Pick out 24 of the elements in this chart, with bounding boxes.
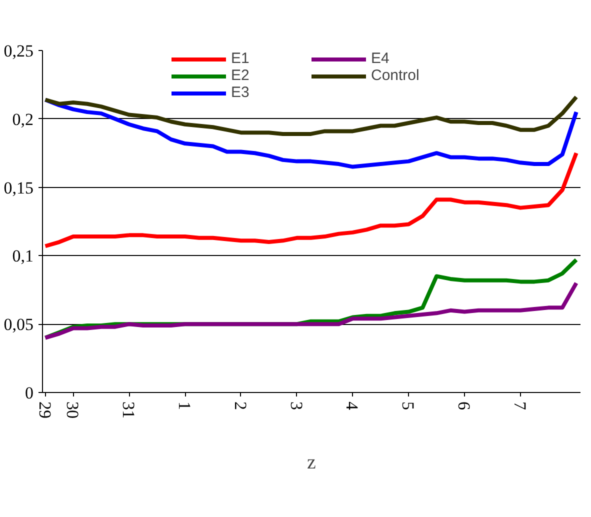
- x-tick-label: 4: [342, 402, 362, 410]
- line-series: [43, 151, 578, 248]
- x-tick-label: 2: [230, 402, 250, 410]
- x-tick-label: 5: [398, 402, 418, 410]
- x-tick-label: 31: [119, 402, 138, 418]
- x-tick-label: 3: [286, 402, 306, 410]
- legend-label: E2: [231, 67, 250, 84]
- legend-label: E3: [231, 84, 250, 101]
- x-tick-label: 29: [35, 402, 54, 418]
- y-tick-label: 0: [25, 384, 34, 402]
- y-tick-label: 0,25: [4, 42, 34, 60]
- y-tick-label: 0,2: [12, 110, 34, 129]
- legend-label: E4: [371, 50, 390, 67]
- line-series: [43, 281, 578, 340]
- x-tick-label: 1: [175, 402, 194, 410]
- x-tick-label: 30: [63, 402, 82, 418]
- x-tick-label: 7: [510, 402, 530, 410]
- legend-label: E1: [231, 50, 250, 67]
- y-tick-label: 0,1: [12, 246, 34, 266]
- legend-label: Control: [371, 67, 420, 84]
- x-axis-title: z: [307, 452, 316, 474]
- y-tick-label: 0,05: [4, 315, 34, 334]
- y-tick-label: 0,15: [4, 178, 34, 198]
- x-tick-label: 6: [454, 402, 474, 410]
